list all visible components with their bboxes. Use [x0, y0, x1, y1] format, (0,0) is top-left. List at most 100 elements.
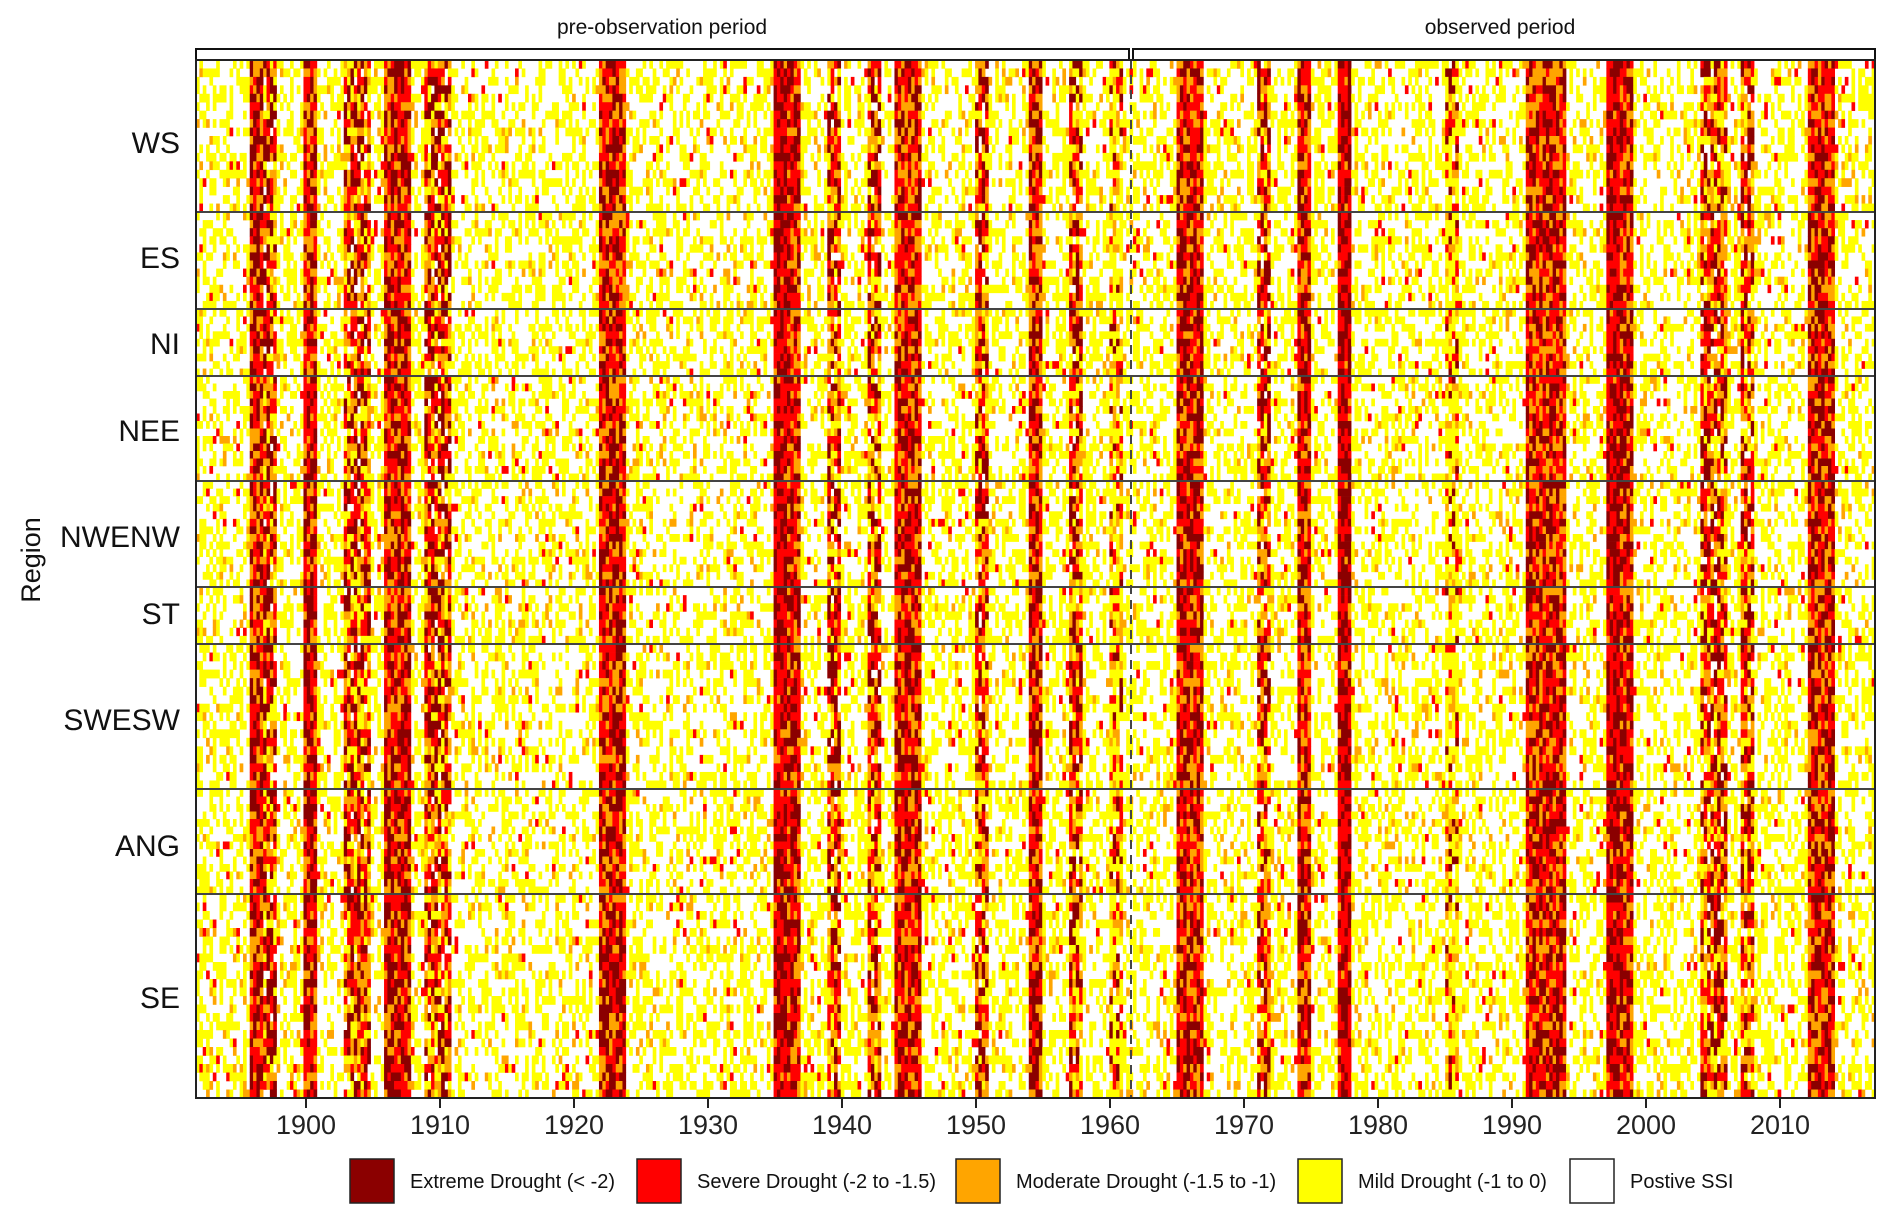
heatmap-cell: [1378, 119, 1388, 128]
heatmap-cell: [1590, 68, 1594, 77]
heatmap-cell: [1532, 111, 1536, 120]
heatmap-cell: [263, 161, 267, 170]
heatmap-cell: [898, 128, 902, 137]
heatmap-cell: [794, 161, 798, 170]
heatmap-cell: [481, 204, 485, 213]
heatmap-cell: [646, 204, 663, 213]
heatmap-cell: [354, 94, 358, 103]
heatmap-cell: [871, 170, 878, 179]
heatmap-cell: [428, 161, 432, 170]
heatmap-cell: [811, 228, 815, 236]
heatmap-cell: [1556, 144, 1563, 153]
heatmap-cell: [1435, 77, 1439, 86]
heatmap-cell: [891, 220, 895, 228]
heatmap-cell: [290, 111, 294, 120]
heatmap-cell: [1025, 68, 1029, 77]
heatmap-cell: [921, 153, 928, 162]
heatmap-cell: [1133, 111, 1140, 120]
heatmap-cell: [834, 119, 841, 128]
heatmap-cell: [256, 195, 263, 204]
heatmap-cell: [710, 136, 714, 145]
heatmap-cell: [921, 68, 925, 77]
heatmap-cell: [381, 178, 388, 187]
heatmap-cell: [1593, 102, 1597, 111]
heatmap-cell: [327, 161, 347, 170]
heatmap-cell: [602, 187, 609, 196]
heatmap-cell: [337, 187, 341, 196]
heatmap-cell: [1220, 102, 1227, 111]
heatmap-cell: [199, 228, 206, 236]
heatmap-cell: [438, 161, 442, 170]
heatmap-cell: [599, 187, 603, 196]
heatmap-cell: [1677, 212, 1681, 220]
heatmap-cell: [743, 77, 747, 86]
heatmap-cell: [1428, 94, 1432, 103]
heatmap-cell: [1610, 170, 1614, 179]
heatmap-cell: [401, 102, 415, 111]
heatmap-cell: [203, 68, 220, 77]
heatmap-cell: [1811, 144, 1815, 153]
heatmap-cell: [1519, 136, 1523, 145]
heatmap-cell: [1449, 94, 1453, 103]
heatmap-cell: [1831, 111, 1835, 120]
heatmap-cell: [357, 187, 361, 196]
heatmap-cell: [471, 220, 475, 228]
heatmap-cell: [1737, 94, 1741, 103]
heatmap-cell: [273, 77, 277, 86]
heatmap-cell: [243, 212, 247, 220]
heatmap-cell: [1522, 212, 1526, 220]
heatmap-cell: [1825, 195, 1829, 204]
heatmap-cell: [1318, 102, 1325, 111]
heatmap-cell: [1267, 60, 1271, 69]
heatmap-cell: [505, 60, 509, 69]
heatmap-cell: [968, 178, 972, 187]
heatmap-cell: [1126, 228, 1130, 236]
heatmap-cell: [1549, 128, 1556, 137]
heatmap-cell: [908, 94, 912, 103]
heatmap-cell: [518, 60, 522, 69]
heatmap-cell: [1254, 68, 1258, 77]
heatmap-cell: [1140, 77, 1144, 86]
heatmap-cell: [1778, 212, 1782, 220]
heatmap-cell: [451, 195, 455, 204]
heatmap-cell: [367, 94, 371, 103]
heatmap-cell: [1593, 85, 1607, 94]
heatmap-cell: [1368, 77, 1375, 86]
heatmap-cell: [401, 178, 405, 187]
heatmap-cell: [1032, 195, 1046, 204]
heatmap-cell: [589, 119, 596, 128]
heatmap-cell: [444, 144, 451, 153]
heatmap-cell: [1267, 170, 1271, 179]
heatmap-cell: [1828, 153, 1832, 162]
heatmap-cell: [273, 161, 277, 170]
heatmap-cell: [1606, 136, 1613, 145]
heatmap-cell: [1455, 60, 1459, 69]
heatmap-cell: [1606, 102, 1613, 111]
heatmap-cell: [673, 178, 677, 187]
heatmap-cell: [324, 170, 334, 179]
heatmap-cell: [253, 220, 260, 228]
heatmap-cell: [673, 77, 677, 86]
heatmap-cell: [1828, 220, 1835, 228]
heatmap-cell: [1717, 220, 1721, 228]
heatmap-cell: [599, 170, 603, 179]
heatmap-cell: [498, 187, 502, 196]
heatmap-cell: [310, 170, 314, 179]
heatmap-cell: [303, 85, 310, 94]
heatmap-cell: [451, 111, 458, 120]
heatmap-cell: [1627, 102, 1631, 111]
heatmap-cell: [831, 170, 835, 179]
heatmap-cell: [1774, 204, 1778, 213]
heatmap-cell: [475, 136, 479, 145]
heatmap-cell: [911, 228, 915, 236]
heatmap-cell: [1754, 68, 1758, 77]
heatmap-cell: [1697, 136, 1711, 145]
heatmap-cell: [1569, 170, 1583, 179]
heatmap-cell: [1553, 102, 1557, 111]
heatmap-cell: [1583, 77, 1587, 86]
heatmap-cell: [1512, 220, 1519, 228]
heatmap-cell: [518, 228, 522, 236]
heatmap-cell: [982, 161, 986, 170]
heatmap-cell: [317, 187, 321, 196]
heatmap-cell: [794, 220, 798, 228]
